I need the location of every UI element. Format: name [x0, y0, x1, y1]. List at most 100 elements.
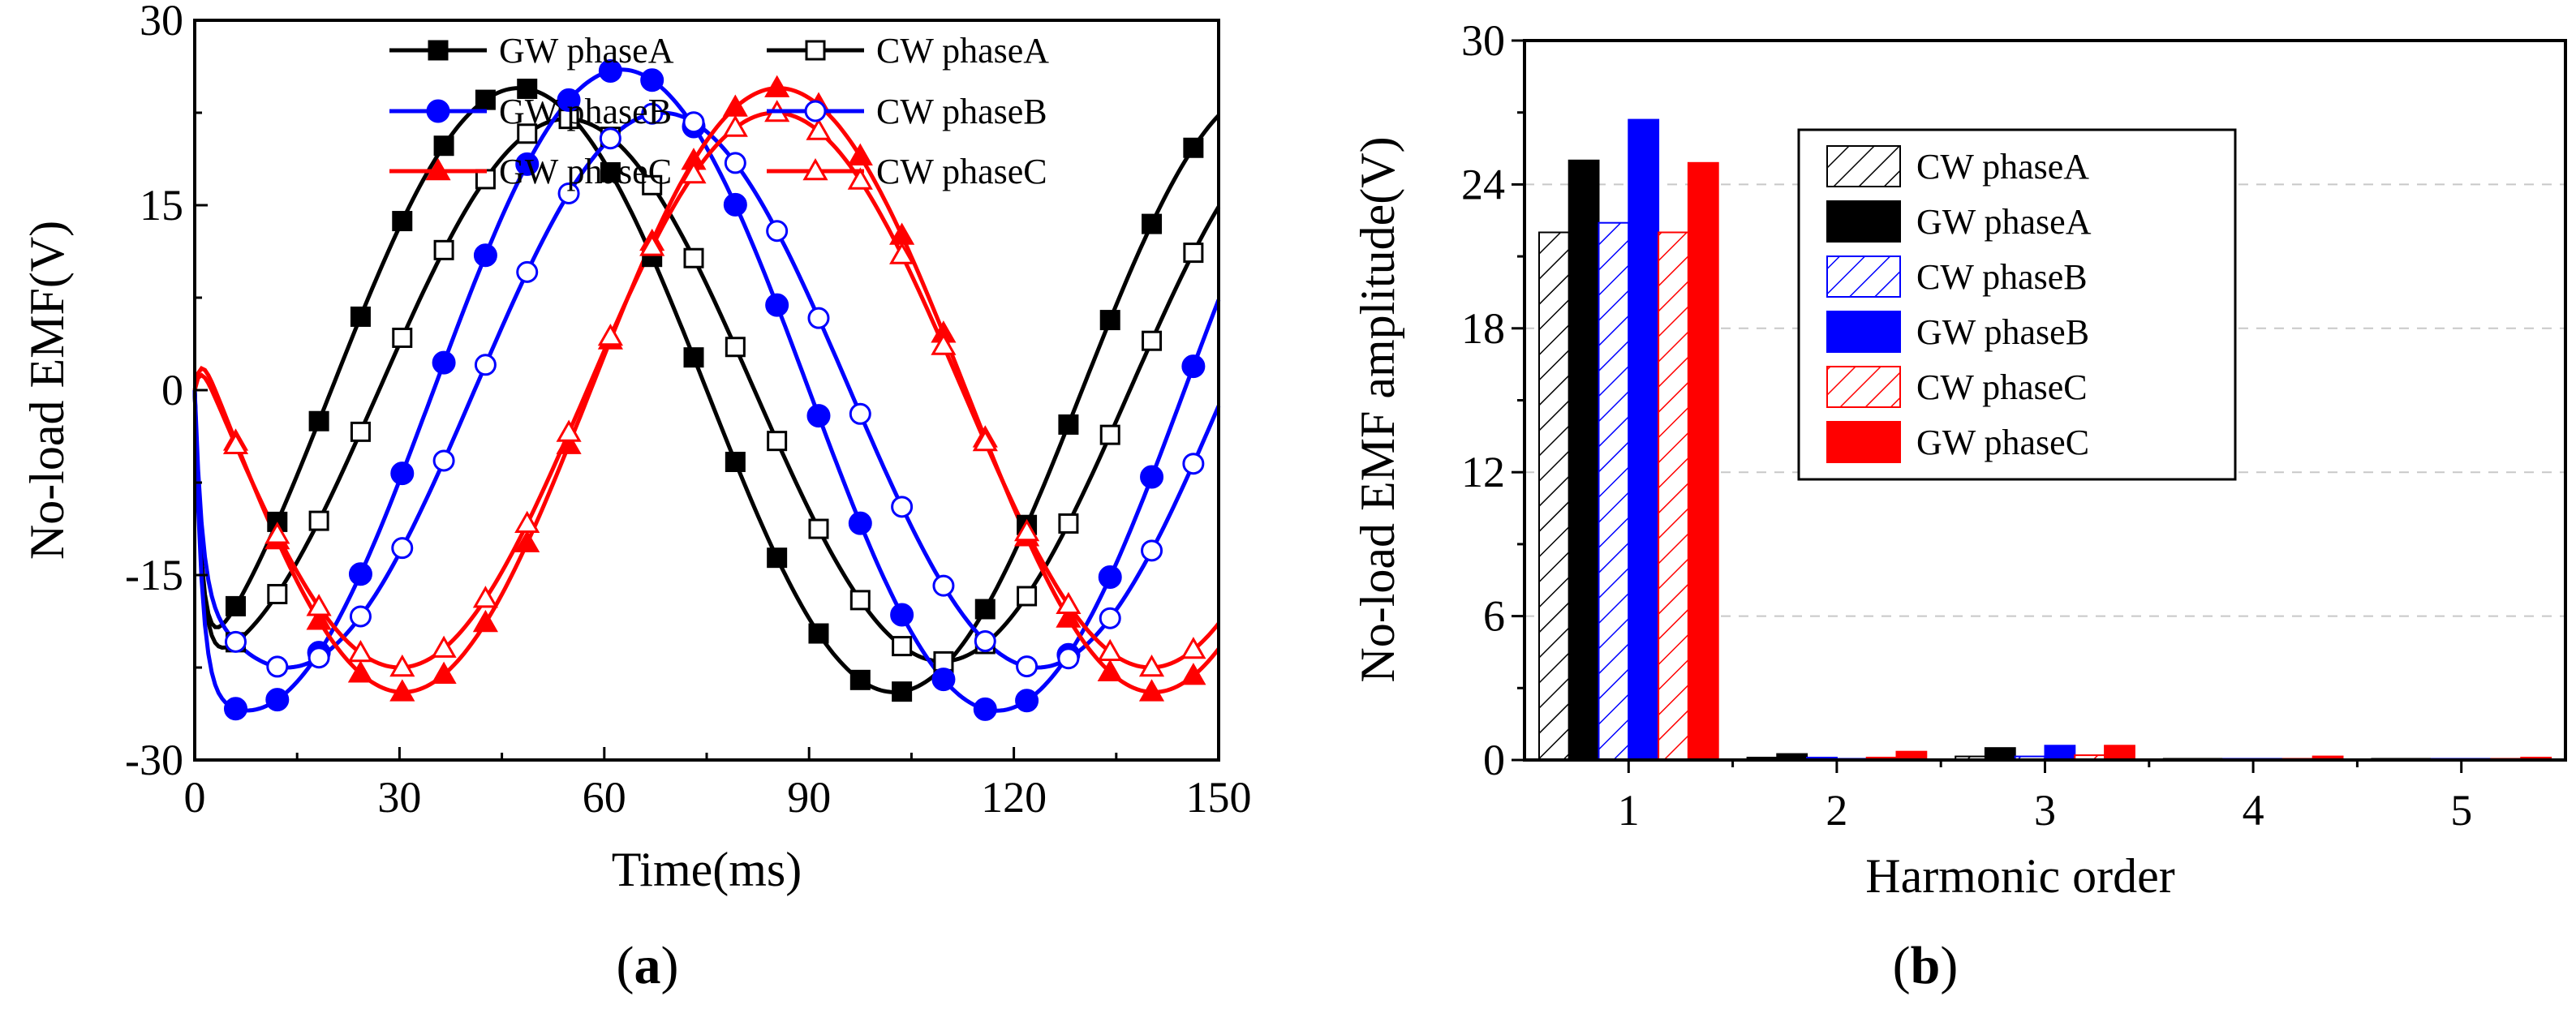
y-tick-label-b: 12 [1461, 448, 1505, 496]
legend-label-b-gw-phasec: GW phaseC [1916, 423, 2089, 462]
bar-cw-phasec-h1 [1658, 231, 1689, 761]
marker-gw-phasea [725, 451, 746, 472]
waveform-markers [222, 58, 1206, 721]
marker-gw-phasea [600, 161, 621, 182]
marker-cw-phasea [1017, 586, 1038, 607]
marker-gw-phasea [892, 681, 913, 702]
marker-cw-phaseb [1182, 453, 1205, 475]
marker-cw-phasec [347, 639, 373, 663]
marker-gw-phasec [764, 75, 790, 97]
marker-cw-phasea [933, 650, 954, 672]
marker-cw-phaseb [432, 449, 455, 472]
marker-gw-phasea [392, 211, 413, 232]
marker-gw-phaseb [931, 668, 956, 692]
marker-cw-phasec [1138, 654, 1165, 677]
legend-marker-cw-phasec [802, 157, 828, 181]
marker-gw-phaseb [1098, 565, 1122, 589]
x-tick-label-a: 90 [787, 773, 831, 822]
marker-gw-phasec [514, 530, 540, 552]
marker-cw-phasec [639, 234, 665, 256]
marker-gw-phasea [350, 306, 371, 327]
marker-cw-phaseb [682, 111, 705, 134]
marker-cw-phasec [514, 510, 540, 533]
marker-gw-phasea [1099, 310, 1120, 331]
marker-gw-phasea [1058, 414, 1079, 435]
marker-cw-phasec [889, 242, 915, 264]
marker-gw-phasea [517, 78, 538, 99]
marker-cw-phasea [683, 247, 704, 268]
marker-cw-phasea [433, 239, 454, 260]
bar-gw-phasec-h3 [2104, 745, 2135, 761]
marker-cw-phaseb [1057, 647, 1080, 670]
legend-label-b-cw-phasea: CW phaseA [1916, 147, 2089, 187]
marker-cw-phasec [972, 429, 998, 452]
marker-gw-phasea [1142, 213, 1163, 234]
marker-gw-phasea [1183, 137, 1204, 158]
marker-gw-phaseb [432, 350, 456, 375]
legend-swatch-b-cw-phaseb [1826, 255, 1901, 298]
marker-gw-phaseb [265, 688, 290, 712]
x-tick-label-b: 4 [2243, 786, 2264, 835]
legend-marker-cw-phaseb [804, 100, 827, 122]
marker-gw-phasec [1097, 659, 1123, 681]
legend-swatch-b-cw-phasec [1826, 366, 1901, 408]
marker-gw-phaseb [473, 243, 497, 268]
axes-a: 0 30 60 90 120 150 -30 -15 0 15 30 [125, 0, 1251, 822]
marker-cw-phaseb [307, 646, 330, 669]
bars-b [1538, 118, 2552, 762]
marker-gw-phaseb [806, 404, 831, 428]
marker-cw-phasec [431, 635, 457, 658]
marker-gw-phaseb [348, 562, 372, 586]
marker-cw-phasea [642, 174, 663, 195]
marker-cw-phasec [306, 594, 332, 616]
marker-cw-phasea [1183, 243, 1204, 264]
x-tick-label-b: 2 [1826, 786, 1847, 835]
legend-label-b-gw-phaseb: GW phaseB [1916, 312, 2089, 352]
marker-cw-phaseb [1099, 607, 1121, 629]
marker-cw-phaseb [474, 354, 497, 376]
marker-gw-phasec [1180, 663, 1206, 685]
legend-label-cw-phasea: CW phaseA [876, 31, 1049, 71]
x-tick-label-b: 1 [1618, 786, 1640, 835]
marker-gw-phasec [847, 143, 873, 165]
y-tick-label-a: 0 [161, 366, 183, 414]
marker-cw-phasea [1099, 424, 1120, 445]
marker-cw-phasea [308, 510, 329, 531]
marker-cw-phaseb [724, 152, 746, 174]
marker-gw-phasec [347, 660, 373, 683]
marker-gw-phaseb [723, 192, 747, 217]
marker-gw-phasec [556, 432, 582, 454]
marker-gw-phasec [1056, 605, 1082, 628]
bar-gw-phaseb-h3 [2044, 745, 2076, 761]
bar-cw-phasea-h1 [1538, 231, 1570, 761]
marker-cw-phasec [1180, 637, 1206, 659]
marker-cw-phasec [931, 333, 957, 355]
x-tick-label-a: 150 [1186, 773, 1252, 822]
marker-gw-phaseb [223, 697, 247, 721]
marker-gw-phaseb [640, 68, 664, 92]
legend-label-gw-phaseb: GW phaseB [499, 92, 672, 131]
marker-cw-phaseb [641, 102, 664, 125]
y-tick-label-b: 30 [1461, 16, 1505, 65]
marker-gw-phaseb [973, 697, 997, 721]
marker-gw-phasea [433, 135, 454, 157]
marker-gw-phasea [225, 595, 246, 616]
marker-gw-phasea [849, 669, 871, 690]
x-tick-label-a: 120 [981, 773, 1047, 822]
legend-swatch-cw-phasea [767, 40, 864, 61]
marker-cw-phasea [808, 518, 829, 539]
marker-cw-phasea [767, 431, 788, 452]
marker-cw-phaseb [1141, 539, 1163, 562]
legend-swatch-cw-phasec [767, 157, 864, 181]
legend-swatch-b-cw-phasea [1826, 145, 1901, 187]
marker-cw-phasec [1097, 638, 1123, 661]
legend-label-gw-phasec: GW phaseC [499, 152, 672, 191]
marker-cw-phasec [472, 586, 498, 608]
marker-gw-phaseb [848, 511, 872, 535]
marker-gw-phasec [389, 679, 415, 702]
marker-cw-phaseb [266, 655, 289, 678]
legend-swatch-gw-phaseb [389, 99, 487, 123]
marker-cw-phasea [849, 590, 871, 611]
